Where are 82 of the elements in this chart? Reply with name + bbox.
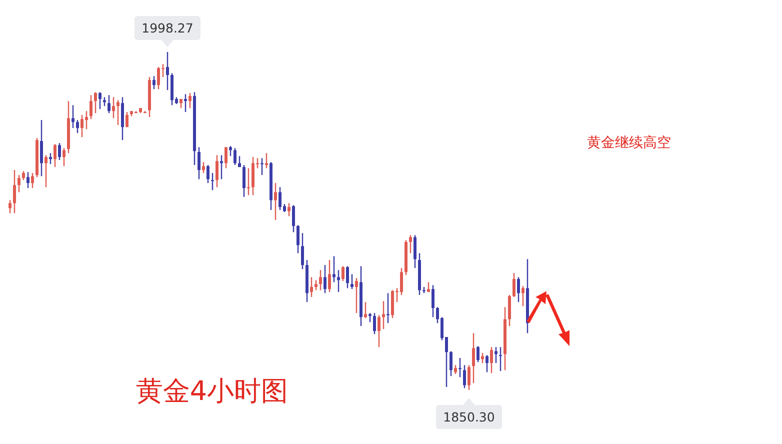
candlestick: [216, 154, 218, 188]
candlestick: [184, 94, 187, 113]
annotation: 1850.30: [443, 410, 495, 424]
candlestick: [382, 300, 385, 330]
candlestick: [274, 182, 277, 221]
candlestick: [458, 357, 462, 378]
candlestick: [49, 152, 52, 165]
candlestick: [242, 164, 246, 198]
candlestick: [260, 158, 264, 176]
candlestick: [224, 146, 228, 169]
text: 黄金继续高空: [587, 135, 671, 151]
candlestick: [98, 92, 102, 110]
candlestick: [90, 94, 92, 120]
candlestick: [463, 364, 466, 389]
candlestick: [8, 200, 12, 214]
candlestick: [346, 266, 349, 289]
candlestick: [517, 276, 520, 303]
annotation: 黄金4小时图: [136, 376, 288, 407]
candlestick: [58, 142, 61, 161]
candlestick: [152, 76, 156, 90]
candlestick: [364, 301, 367, 319]
candlestick: [409, 234, 412, 254]
candlestick: [386, 292, 390, 324]
candlestick: [319, 269, 322, 291]
candlestick: [328, 259, 331, 293]
candlestick: [432, 284, 434, 318]
candlestick: [234, 148, 236, 166]
candlestick: [508, 294, 511, 327]
candlestick: [247, 168, 250, 196]
candlestick: [202, 161, 205, 174]
candlestick: [314, 280, 318, 291]
candlestick: [44, 154, 48, 188]
annotation: 1998.27: [142, 20, 194, 36]
candlestick: [450, 350, 452, 377]
candlestick: [472, 332, 475, 384]
candlestick: [490, 346, 493, 374]
candlestick: [301, 232, 304, 270]
candlestick: [324, 264, 326, 294]
candlestick: [198, 146, 200, 180]
candlestick: [166, 51, 169, 91]
candlestick: [288, 202, 290, 217]
candlestick: [378, 314, 380, 348]
candlestick: [220, 154, 223, 180]
candlestick: [350, 274, 354, 290]
candlestick: [206, 164, 210, 184]
candlestick: [121, 96, 124, 141]
candlestick: [229, 145, 232, 157]
candlestick: [499, 346, 502, 372]
candlestick: [481, 352, 484, 364]
candlestick: [31, 172, 34, 189]
candlestick: [310, 276, 313, 298]
candlestick: [368, 312, 372, 323]
candlestick: [112, 96, 115, 119]
candlestick: [26, 171, 30, 189]
candlestick: [292, 204, 295, 233]
candlestick: [54, 143, 56, 168]
candlestick: [188, 92, 192, 109]
candlestick: [414, 234, 416, 269]
candlestick: [72, 104, 74, 129]
candlestick: [468, 364, 470, 391]
candlestick: [62, 148, 66, 167]
candlestick: [265, 152, 268, 169]
candlestick: [94, 92, 97, 114]
candlestick: [342, 266, 344, 282]
candlestick: [126, 111, 128, 128]
candlestick: [40, 119, 43, 177]
candlestick: [355, 277, 358, 314]
candlestick: [494, 346, 498, 364]
candlestick: [18, 174, 20, 193]
candlestick: [486, 354, 488, 373]
candlestick: [296, 224, 300, 254]
candlestick: [332, 256, 336, 283]
candlestick: [337, 269, 340, 293]
candlestick: [108, 94, 110, 114]
candlestick: [13, 169, 16, 214]
candlestick: [512, 272, 516, 298]
candlestick: [522, 285, 524, 307]
candlestick: [116, 100, 120, 126]
candlestick: [476, 346, 480, 363]
candlestick: [373, 312, 376, 335]
candlestick: [211, 172, 214, 191]
candlestick: [76, 119, 79, 134]
